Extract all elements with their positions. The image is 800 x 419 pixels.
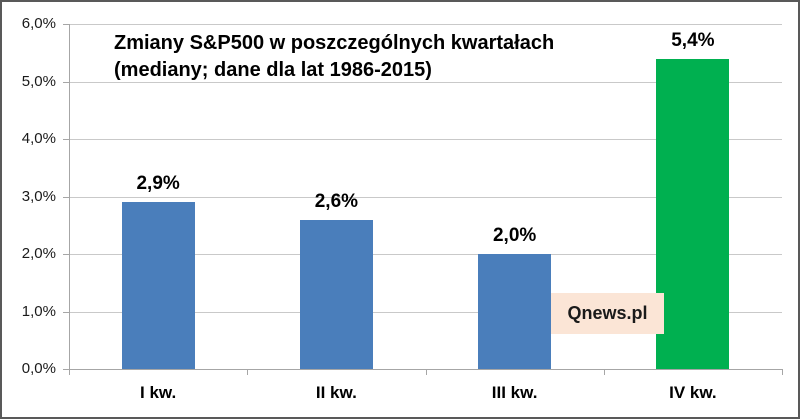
bar-i-kw xyxy=(121,202,195,369)
x-axis-category-label: III kw. xyxy=(491,383,538,402)
y-axis-tick xyxy=(63,254,69,255)
y-axis-tick xyxy=(63,311,69,313)
watermark-qnews: Qnews.pl xyxy=(551,293,664,334)
y-axis-tick xyxy=(63,24,69,25)
bar-ii-kw xyxy=(299,219,373,369)
y-axis-tick-label: 1,0% xyxy=(21,302,56,320)
bar-value-label: 2,6% xyxy=(314,190,359,212)
chart-title-line2: (mediany; dane dla lat 1986-2015) xyxy=(114,59,432,81)
chart-title-line1: Zmiany S&P500 w poszczególnych kwartałac… xyxy=(114,32,555,54)
gridline xyxy=(69,311,782,313)
gridline xyxy=(69,139,782,140)
y-axis-tick xyxy=(63,81,69,83)
y-axis-line xyxy=(69,24,70,375)
plot-area xyxy=(69,24,782,369)
x-axis-category-label: IV kw. xyxy=(669,383,717,402)
y-axis-tick-label: 0,0% xyxy=(21,360,56,377)
gridline xyxy=(69,196,782,198)
y-axis-tick-label: 3,0% xyxy=(21,187,56,205)
x-axis-tick xyxy=(247,369,249,375)
gridline xyxy=(69,254,782,255)
y-axis-tick-label: 5,0% xyxy=(21,72,56,90)
y-axis-tick xyxy=(63,369,69,370)
bar-value-label: 5,4% xyxy=(671,29,715,51)
x-axis-category-label: II kw. xyxy=(315,383,357,402)
x-axis-category-label: I kw. xyxy=(140,383,177,402)
watermark-label: Qnews.pl xyxy=(567,303,648,323)
bar-value-label: 2,9% xyxy=(136,173,180,195)
bar-iv-kw xyxy=(656,58,730,369)
gridline xyxy=(69,81,782,83)
y-axis-tick xyxy=(63,196,69,198)
bar-iii-kw xyxy=(478,254,552,369)
x-axis-tick xyxy=(425,369,427,375)
x-axis-tick xyxy=(782,369,783,375)
chart-title: Zmiany S&P500 w poszczególnych kwartałac… xyxy=(114,30,554,84)
y-axis-tick-label: 6,0% xyxy=(21,15,56,32)
x-axis-tick xyxy=(69,369,70,375)
x-axis-tick xyxy=(603,369,605,375)
gridline xyxy=(69,24,782,25)
y-axis-tick-label: 4,0% xyxy=(21,130,56,147)
y-axis-tick xyxy=(63,139,69,140)
bar-value-label: 2,0% xyxy=(492,225,537,246)
y-axis-tick-label: 2,0% xyxy=(21,245,56,262)
